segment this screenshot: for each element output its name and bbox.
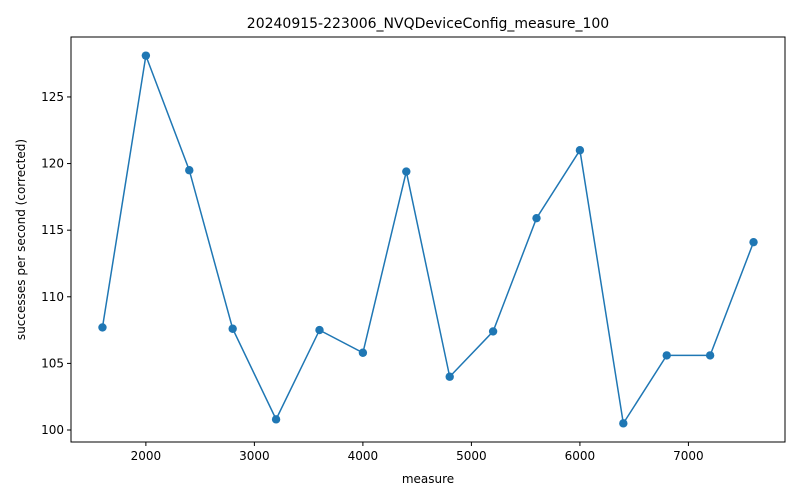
data-point xyxy=(228,324,237,333)
data-point xyxy=(271,415,281,424)
y-tick-label: 100 xyxy=(41,423,64,437)
y-tick-label: 115 xyxy=(41,223,64,237)
data-point xyxy=(705,351,715,360)
data-point xyxy=(185,166,194,175)
x-tick-label: 2000 xyxy=(131,449,162,463)
y-axis-label: successes per second (corrected) xyxy=(14,139,28,340)
series-points xyxy=(98,51,758,428)
data-point xyxy=(402,167,411,176)
data-point xyxy=(358,348,368,357)
data-point xyxy=(532,213,541,223)
y-tick-label: 110 xyxy=(41,290,64,304)
x-axis-label: measure xyxy=(402,472,454,486)
y-axis: 100 105 110 115 120 125 xyxy=(41,90,71,437)
plot-frame xyxy=(70,36,786,443)
data-point xyxy=(315,325,324,335)
x-tick-label: 3000 xyxy=(239,449,270,463)
x-tick-label: 5000 xyxy=(456,449,487,463)
series-line xyxy=(101,52,755,426)
x-tick-label: 4000 xyxy=(348,449,379,463)
x-tick-label: 6000 xyxy=(565,449,596,463)
chart-title: 20240915-223006_NVQDeviceConfig_measure_… xyxy=(247,16,609,32)
data-point xyxy=(575,146,585,155)
x-tick-label: 7000 xyxy=(673,449,704,463)
data-point xyxy=(488,327,498,336)
y-tick-label: 120 xyxy=(41,157,64,171)
x-axis: 2000 3000 4000 5000 6000 7000 xyxy=(131,442,704,463)
data-point xyxy=(662,351,671,360)
plot-area: 2000 3000 4000 5000 6000 7000 100 105 110 115 120… xyxy=(41,36,786,463)
data-point xyxy=(141,51,151,60)
y-tick-label: 125 xyxy=(41,90,64,104)
data-point xyxy=(445,372,454,381)
data-point xyxy=(98,323,107,332)
data-point xyxy=(749,237,758,247)
y-tick-label: 105 xyxy=(41,356,64,370)
data-point xyxy=(619,419,628,428)
